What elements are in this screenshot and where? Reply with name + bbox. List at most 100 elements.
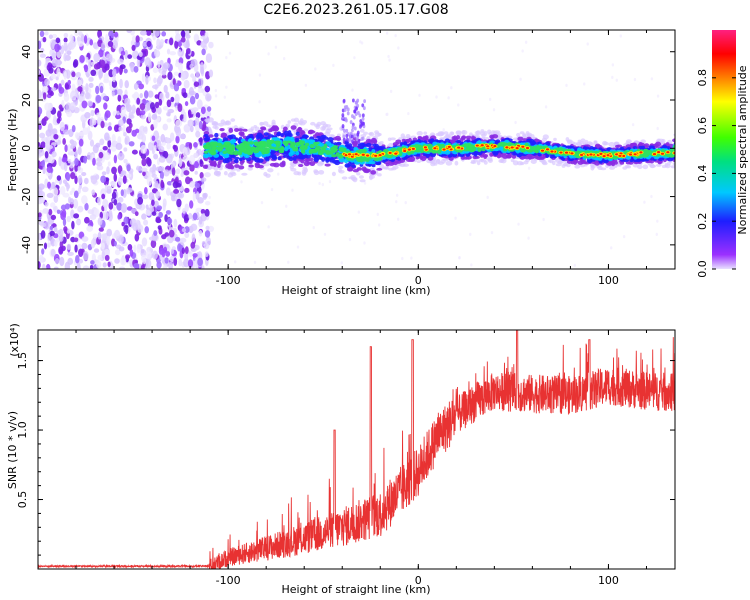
- noise-speckle: [39, 132, 46, 139]
- noise-speckle: [84, 216, 90, 224]
- noise-speckle: [72, 198, 79, 209]
- faint-speckle: [225, 56, 228, 60]
- noise-speckle: [182, 155, 189, 162]
- noise-speckle: [195, 207, 203, 213]
- noise-speckle: [136, 243, 141, 254]
- noise-speckle: [117, 176, 123, 186]
- noise-speckle: [114, 229, 121, 239]
- noise-speckle: [142, 41, 148, 47]
- noise-speckle: [52, 58, 58, 67]
- noise-speckle: [138, 125, 146, 135]
- signal-blob: [337, 168, 342, 173]
- signal-blob: [335, 137, 342, 141]
- signal-blob: [363, 131, 368, 135]
- faint-speckle: [387, 54, 390, 59]
- noise-speckle: [78, 258, 84, 264]
- noise-speckle: [67, 158, 72, 164]
- noise-speckle: [204, 111, 212, 118]
- signal-blob: [623, 159, 629, 163]
- noise-speckle: [173, 144, 178, 152]
- noise-speckle: [114, 258, 120, 264]
- signal-blob: [577, 160, 584, 165]
- signal-blob: [322, 123, 329, 128]
- noise-speckle: [74, 132, 80, 139]
- noise-speckle: [50, 214, 57, 221]
- noise-speckle: [139, 103, 146, 111]
- noise-speckle: [183, 123, 191, 133]
- noise-speckle: [48, 67, 54, 74]
- signal-blob: [374, 132, 381, 138]
- noise-speckle: [107, 40, 114, 48]
- noise-speckle: [163, 169, 170, 177]
- signal-blob: [499, 158, 505, 163]
- faint-speckle: [395, 193, 399, 197]
- noise-speckle: [165, 91, 170, 99]
- noise-speckle: [84, 92, 91, 100]
- noise-speckle: [97, 231, 102, 240]
- noise-speckle: [132, 222, 138, 232]
- noise-speckle: [98, 68, 104, 79]
- signal-blob: [483, 154, 487, 160]
- signal-blob: [352, 169, 359, 173]
- faint-speckle: [656, 94, 660, 98]
- noise-speckle: [74, 175, 78, 185]
- faint-speckle: [633, 77, 637, 82]
- noise-speckle: [166, 137, 170, 144]
- faint-speckle: [204, 240, 207, 244]
- noise-speckle: [154, 49, 161, 58]
- noise-speckle: [150, 239, 157, 249]
- noise-speckle: [40, 230, 46, 239]
- signal-blob: [336, 141, 342, 146]
- noise-speckle: [121, 221, 125, 227]
- noise-speckle: [100, 233, 108, 240]
- signal-blob: [359, 179, 366, 183]
- faint-speckle: [253, 260, 257, 264]
- noise-speckle: [102, 146, 108, 151]
- noise-speckle: [38, 73, 44, 82]
- signal-blob: [461, 135, 467, 140]
- faint-speckle: [542, 217, 545, 222]
- faint-speckle: [544, 105, 548, 109]
- signal-blob: [416, 138, 421, 144]
- noise-speckle: [204, 230, 211, 238]
- noise-speckle: [162, 202, 166, 212]
- signal-blob: [672, 161, 675, 166]
- noise-speckle: [117, 152, 125, 161]
- noise-speckle: [87, 209, 95, 215]
- signal-blob: [313, 170, 320, 176]
- signal-blob: [512, 137, 519, 141]
- noise-speckle: [133, 82, 139, 91]
- noise-speckle: [166, 99, 172, 108]
- signal-blob: [396, 160, 402, 164]
- faint-speckle: [610, 246, 613, 250]
- noise-speckle: [189, 164, 195, 172]
- noise-speckle: [139, 110, 146, 116]
- noise-speckle: [200, 208, 206, 215]
- signal-blob: [551, 160, 556, 166]
- noise-speckle: [62, 138, 66, 145]
- signal-blob: [580, 138, 586, 143]
- signal-blob: [227, 162, 233, 167]
- faint-speckle: [274, 45, 278, 49]
- signal-blob: [664, 162, 669, 168]
- signal-blob: [290, 125, 297, 130]
- noise-speckle: [100, 175, 107, 184]
- signal-blob: [205, 118, 210, 123]
- signal-blob: [351, 164, 356, 168]
- faint-speckle: [208, 195, 211, 200]
- noise-speckle: [77, 40, 84, 47]
- noise-speckle: [70, 142, 76, 149]
- noise-speckle: [91, 189, 96, 196]
- noise-speckle: [149, 102, 156, 110]
- signal-blob: [298, 156, 304, 160]
- noise-speckle: [161, 70, 167, 76]
- noise-speckle: [68, 40, 76, 50]
- noise-speckle: [167, 71, 173, 81]
- signal-blob: [573, 159, 577, 165]
- noise-speckle: [71, 187, 75, 193]
- noise-speckle: [84, 112, 91, 119]
- noise-speckle: [118, 119, 124, 127]
- noise-speckle: [69, 102, 76, 111]
- noise-speckle: [168, 261, 173, 269]
- noise-speckle: [85, 82, 89, 93]
